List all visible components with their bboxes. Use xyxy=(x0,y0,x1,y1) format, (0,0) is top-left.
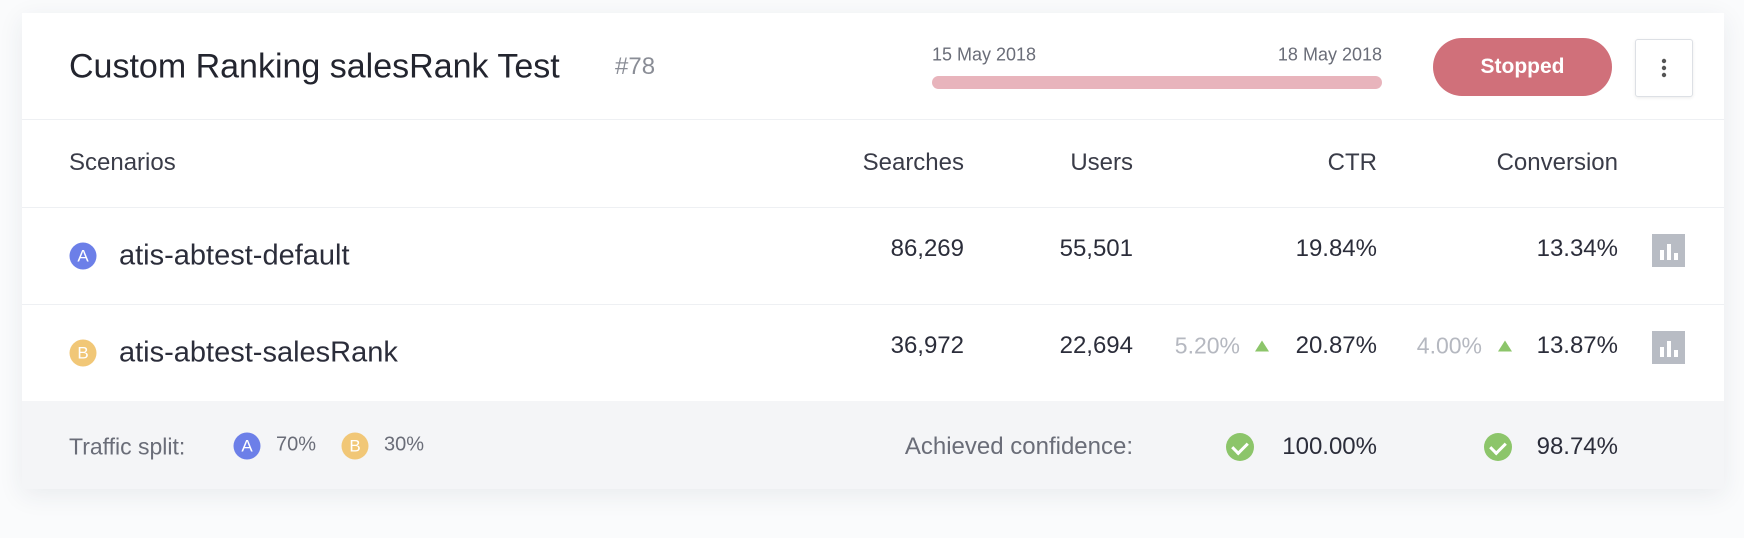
ab-test-card xyxy=(22,13,1724,489)
column-header: Conversion xyxy=(1496,149,1618,176)
menu-icon xyxy=(1661,58,1667,78)
split-badge: A xyxy=(233,432,261,460)
chart-icon[interactable] xyxy=(1652,234,1685,267)
status-button[interactable]: Stopped xyxy=(1433,38,1612,96)
separator xyxy=(22,304,1724,305)
column-header: CTR xyxy=(1327,149,1377,176)
footer-bg xyxy=(22,401,1724,489)
increase-arrow xyxy=(1255,340,1269,352)
end-date: 18 May 2018 xyxy=(1277,44,1382,65)
conversion: 13.87% xyxy=(1536,332,1618,359)
users: 55,501 xyxy=(1059,235,1133,262)
scenario-badge: B xyxy=(69,339,97,367)
conversion-change: 4.00% xyxy=(1416,332,1482,359)
ctr: 20.87% xyxy=(1295,332,1377,359)
ctr-change: 5.20% xyxy=(1174,332,1240,359)
start-date: 15 May 2018 xyxy=(932,44,1037,65)
ctr: 19.84% xyxy=(1295,235,1377,262)
separator xyxy=(22,207,1724,208)
test-title: Custom Ranking salesRank Test xyxy=(69,47,560,86)
searches: 36,972 xyxy=(890,332,964,359)
separator xyxy=(22,119,1724,120)
check-icon xyxy=(1226,433,1254,461)
split-badge: B xyxy=(341,432,369,460)
test-id: #78 xyxy=(615,53,656,80)
users: 22,694 xyxy=(1059,332,1133,359)
column-header: Users xyxy=(1070,149,1133,176)
column-header: Searches xyxy=(862,149,964,176)
confidence-label: Achieved confidence: xyxy=(904,433,1133,460)
column-header: Scenarios xyxy=(69,149,176,176)
progress-bar xyxy=(932,76,1382,89)
scenario-name: atis-abtest-default xyxy=(119,239,350,272)
conversion: 13.34% xyxy=(1536,235,1618,262)
confidence-value: 100.00% xyxy=(1282,433,1377,460)
searches: 86,269 xyxy=(890,235,964,262)
traffic-split-label: Traffic split: xyxy=(69,433,186,460)
increase-arrow xyxy=(1498,340,1512,352)
check-icon xyxy=(1484,433,1512,461)
split-value: 30% xyxy=(384,433,425,456)
scenario-name: atis-abtest-salesRank xyxy=(119,336,398,369)
chart-icon[interactable] xyxy=(1652,331,1685,364)
scenario-badge: A xyxy=(69,242,97,270)
confidence-value: 98.74% xyxy=(1536,433,1618,460)
split-value: 70% xyxy=(276,433,317,456)
menu-button[interactable] xyxy=(1635,39,1693,97)
